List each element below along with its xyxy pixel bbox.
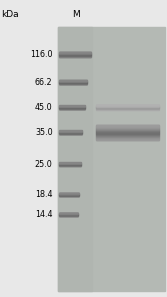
Bar <box>96 125 159 126</box>
Bar <box>96 139 159 140</box>
Bar <box>96 126 159 127</box>
Bar <box>96 136 159 137</box>
Text: kDa: kDa <box>1 10 19 19</box>
Text: 66.2: 66.2 <box>35 78 53 87</box>
Bar <box>96 131 159 132</box>
Bar <box>96 135 159 136</box>
Bar <box>96 130 159 131</box>
Bar <box>96 138 159 139</box>
Bar <box>96 127 159 128</box>
Bar <box>58 27 92 291</box>
Text: 14.4: 14.4 <box>35 210 53 219</box>
Bar <box>96 124 159 125</box>
Bar <box>96 133 159 134</box>
Text: 35.0: 35.0 <box>35 128 53 137</box>
Bar <box>96 137 159 138</box>
Text: 45.0: 45.0 <box>35 103 53 112</box>
Bar <box>96 134 159 135</box>
Bar <box>96 129 159 130</box>
Bar <box>96 132 159 133</box>
Text: 116.0: 116.0 <box>30 50 53 59</box>
Bar <box>58 27 165 291</box>
Bar <box>96 128 159 129</box>
Text: 18.4: 18.4 <box>35 190 53 199</box>
Text: M: M <box>72 10 80 19</box>
Text: 25.0: 25.0 <box>35 160 53 169</box>
